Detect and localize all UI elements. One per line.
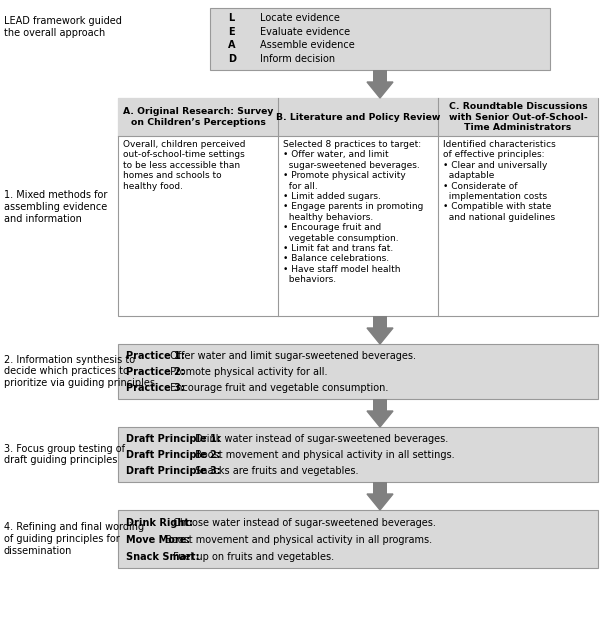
- Text: Draft Principle 3:: Draft Principle 3:: [126, 466, 221, 476]
- Polygon shape: [367, 411, 393, 427]
- Text: Drink water instead of sugar-sweetened beverages.: Drink water instead of sugar-sweetened b…: [192, 434, 448, 444]
- Text: Boost movement and physical activity in all programs.: Boost movement and physical activity in …: [162, 535, 432, 545]
- Bar: [118, 98, 278, 136]
- Bar: [118, 98, 598, 316]
- Bar: [118, 344, 598, 399]
- Text: Selected 8 practices to target:
• Offer water, and limit
  sugar-sweetened bever: Selected 8 practices to target: • Offer …: [283, 140, 423, 284]
- Text: Practice 2:: Practice 2:: [126, 367, 185, 377]
- Text: Drink Right:: Drink Right:: [126, 518, 193, 528]
- Bar: [373, 399, 387, 411]
- Bar: [438, 98, 598, 136]
- Text: D: D: [228, 54, 236, 64]
- Text: Promote physical activity for all.: Promote physical activity for all.: [166, 367, 327, 377]
- Text: A. Original Research: Survey
on Children’s Perceptions: A. Original Research: Survey on Children…: [123, 107, 273, 127]
- Bar: [373, 70, 387, 82]
- Text: LEAD framework guided
the overall approach: LEAD framework guided the overall approa…: [4, 16, 122, 38]
- Text: Draft Principle 2:: Draft Principle 2:: [126, 450, 221, 461]
- Text: Inform decision: Inform decision: [260, 54, 335, 64]
- Text: Snacks are fruits and vegetables.: Snacks are fruits and vegetables.: [192, 466, 358, 476]
- Bar: [373, 482, 387, 494]
- Text: L: L: [228, 13, 234, 23]
- Text: 2. Information synthesis to
decide which practices to
prioritize via guiding pri: 2. Information synthesis to decide which…: [4, 355, 155, 388]
- Text: Draft Principle 1:: Draft Principle 1:: [126, 434, 221, 444]
- Text: Assemble evidence: Assemble evidence: [260, 40, 355, 50]
- Polygon shape: [367, 494, 393, 510]
- Bar: [210, 8, 550, 70]
- Text: Snack Smart:: Snack Smart:: [126, 552, 200, 562]
- Text: Overall, children perceived
out-of-school-time settings
to be less accessible th: Overall, children perceived out-of-schoo…: [123, 140, 245, 191]
- Bar: [278, 98, 438, 136]
- Text: 4. Refining and final wording
of guiding principles for
dissemination: 4. Refining and final wording of guiding…: [4, 522, 144, 556]
- Text: Offer water and limit sugar-sweetened beverages.: Offer water and limit sugar-sweetened be…: [166, 351, 415, 361]
- Text: Practice 3:: Practice 3:: [126, 384, 185, 394]
- Text: Encourage fruit and vegetable consumption.: Encourage fruit and vegetable consumptio…: [166, 384, 388, 394]
- Text: Identified characteristics
of effective principles:
• Clear and universally
  ad: Identified characteristics of effective …: [443, 140, 556, 222]
- Text: 3. Focus group testing of
draft guiding principles: 3. Focus group testing of draft guiding …: [4, 444, 125, 466]
- Text: Boost movement and physical activity in all settings.: Boost movement and physical activity in …: [192, 450, 454, 461]
- Text: E: E: [228, 26, 235, 37]
- Text: Practice 1:: Practice 1:: [126, 351, 185, 361]
- Text: Locate evidence: Locate evidence: [260, 13, 340, 23]
- Text: 1. Mixed methods for
assembling evidence
and information: 1. Mixed methods for assembling evidence…: [4, 190, 107, 224]
- Bar: [373, 316, 387, 328]
- Text: Move More:: Move More:: [126, 535, 191, 545]
- Text: A: A: [228, 40, 236, 50]
- Polygon shape: [367, 328, 393, 344]
- Text: B. Literature and Policy Review: B. Literature and Policy Review: [276, 113, 440, 122]
- Text: Choose water instead of sugar-sweetened beverages.: Choose water instead of sugar-sweetened …: [169, 518, 435, 528]
- Bar: [118, 510, 598, 568]
- Bar: [118, 427, 598, 482]
- Polygon shape: [367, 82, 393, 98]
- Text: Evaluate evidence: Evaluate evidence: [260, 26, 350, 37]
- Text: Fuel up on fruits and vegetables.: Fuel up on fruits and vegetables.: [169, 552, 334, 562]
- Text: C. Roundtable Discussions
with Senior Out-of-School-
Time Administrators: C. Roundtable Discussions with Senior Ou…: [449, 102, 587, 132]
